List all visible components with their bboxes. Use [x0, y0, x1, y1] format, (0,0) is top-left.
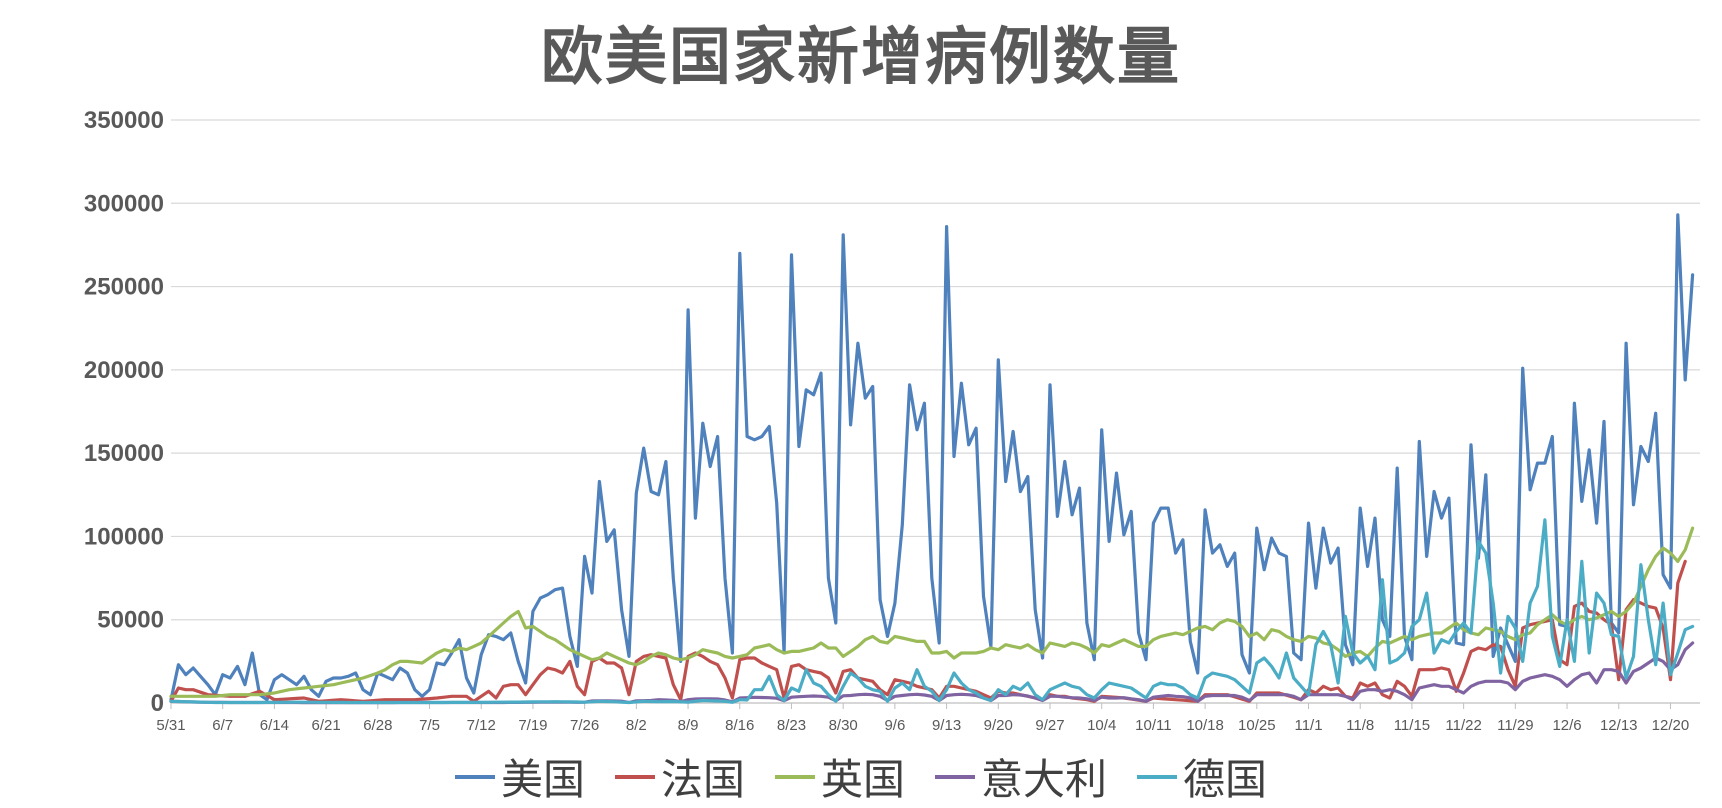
y-tick-label: 300000 [84, 190, 164, 217]
y-axis-ticks: 350000 300000 250000 200000 150000 100000 5000… [84, 107, 164, 717]
x-tick-label: 10/4 [1087, 717, 1116, 734]
x-tick-label: 8/23 [777, 717, 806, 734]
x-tick-label: 6/7 [212, 717, 233, 734]
x-tick-label: 9/27 [1035, 717, 1064, 734]
y-tick-label: 0 [151, 690, 164, 717]
x-tick-label: 9/20 [984, 717, 1013, 734]
x-tick-label: 12/6 [1552, 717, 1581, 734]
x-tick-label: 8/16 [725, 717, 754, 734]
legend-item: 德国 [1137, 746, 1267, 807]
legend-swatch [454, 774, 495, 779]
legend-swatch [935, 774, 975, 779]
y-tick-label: 100000 [84, 523, 164, 550]
legend-swatch [614, 774, 655, 779]
x-tick-label: 7/5 [419, 717, 440, 734]
series-line-2 [169, 526, 1695, 698]
legend-item: 意大利 [935, 746, 1107, 807]
legend-label: 法国 [660, 755, 745, 804]
x-tick-label: 8/9 [678, 717, 699, 734]
x-tick-label: 8/30 [829, 717, 858, 734]
x-tick-label: 8/2 [626, 717, 647, 734]
legend-item: 美国 [454, 746, 585, 807]
x-tick-label: 7/19 [518, 717, 547, 734]
y-tick-label: 50000 [97, 607, 164, 634]
x-tick-label: 11/1 [1294, 717, 1322, 734]
x-tick-label: 12/13 [1600, 717, 1638, 734]
x-axis-ticks: 5/31 6/7 6/14 6/21 6/28 7/5 7/12 7/19 7/26 8/2 8/9… [156, 703, 1689, 734]
x-tick-label: 11/29 [1497, 717, 1533, 734]
legend-label: 意大利 [981, 755, 1108, 804]
x-tick-label: 9/6 [884, 717, 905, 734]
x-tick-label: 6/21 [312, 717, 341, 734]
x-tick-label: 11/15 [1394, 717, 1430, 734]
legend-label: 英国 [820, 755, 905, 804]
series-lines [169, 213, 1695, 705]
series-line-0 [169, 213, 1695, 702]
x-tick-label: 11/22 [1445, 717, 1481, 734]
x-tick-label: 12/20 [1652, 717, 1690, 734]
legend-label: 德国 [1183, 755, 1268, 804]
legend: 美国 法国 英国 意大利 德国 [0, 746, 1722, 807]
legend-swatch [1137, 774, 1178, 779]
x-tick-label: 10/25 [1238, 717, 1276, 734]
x-tick-label: 10/18 [1186, 717, 1224, 734]
y-tick-label: 350000 [84, 107, 164, 134]
x-tick-label: 6/14 [260, 717, 289, 734]
x-tick-label: 10/11 [1135, 717, 1171, 734]
x-tick-label: 9/13 [932, 717, 961, 734]
y-tick-label: 150000 [84, 440, 164, 467]
legend-label: 美国 [500, 755, 585, 804]
x-tick-label: 11/8 [1346, 717, 1374, 734]
x-tick-label: 7/12 [467, 717, 496, 734]
series-line-4 [169, 518, 1695, 705]
chart-title: 欧美国家新增病例数量 [540, 20, 1181, 93]
x-tick-label: 5/31 [156, 717, 185, 734]
y-tick-label: 200000 [84, 357, 164, 384]
x-tick-label: 7/26 [570, 717, 599, 734]
legend-item: 法国 [614, 746, 745, 807]
legend-item: 英国 [774, 746, 905, 807]
y-tick-label: 250000 [84, 274, 164, 301]
legend-swatch [774, 774, 815, 779]
x-tick-label: 6/28 [363, 717, 392, 734]
